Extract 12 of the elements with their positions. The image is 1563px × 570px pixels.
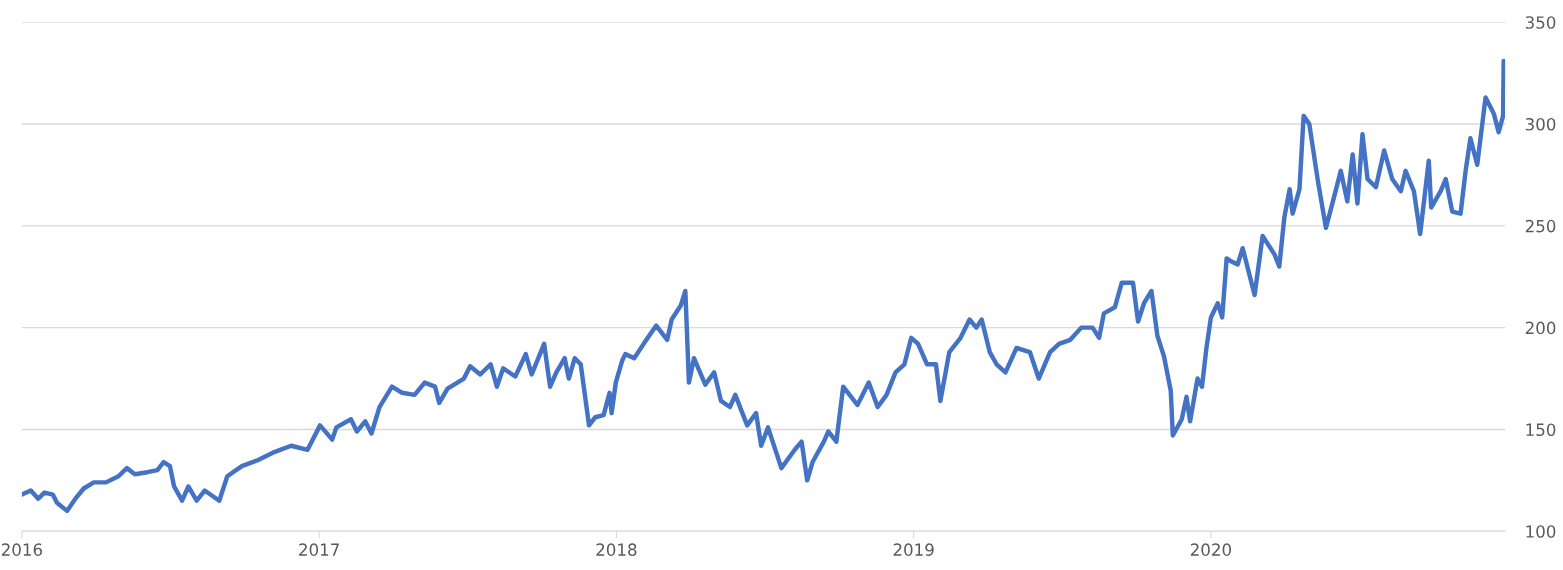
y-tick-label: 350 xyxy=(1525,16,1556,29)
x-tick-label: 2018 xyxy=(596,543,637,556)
y-tick-label: 100 xyxy=(1526,525,1556,538)
y-tick-label: 300 xyxy=(1525,117,1556,131)
x-tick-label: 2017 xyxy=(299,543,339,556)
x-tick-label: 2016 xyxy=(1,543,43,556)
x-tick-label: 2020 xyxy=(1190,543,1231,556)
y-tick-label: 250 xyxy=(1525,219,1556,233)
line-series xyxy=(21,58,1506,514)
x-tick-label: 2019 xyxy=(893,543,934,556)
y-tick-label: 150 xyxy=(1526,423,1556,437)
y-tick-label: 200 xyxy=(1525,321,1556,335)
